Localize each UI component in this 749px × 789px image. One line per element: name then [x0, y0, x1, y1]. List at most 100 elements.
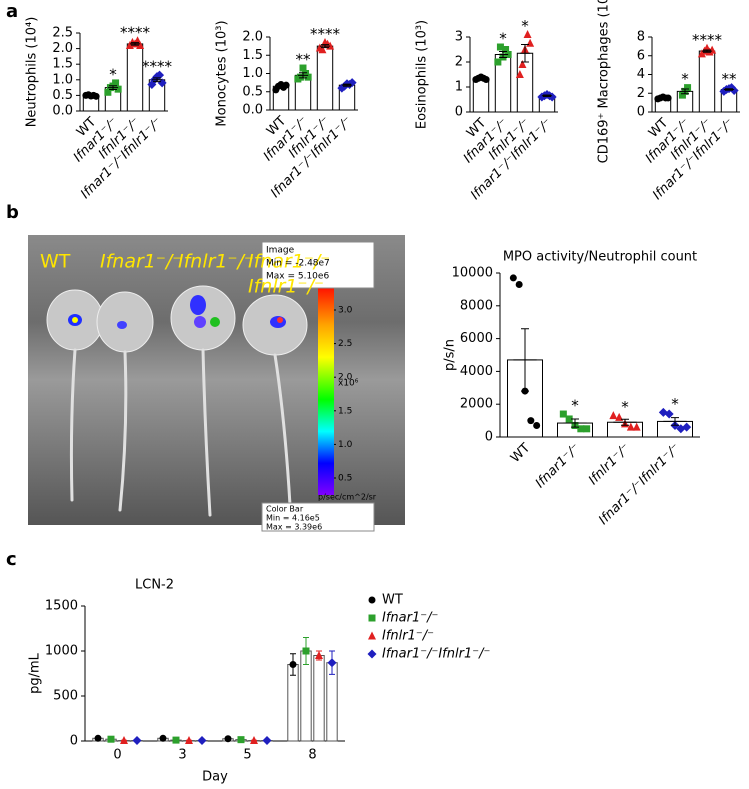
error-bar: [658, 97, 668, 98]
y-tick-label: 8: [637, 30, 645, 45]
significance: *: [499, 30, 507, 48]
significance: *: [621, 398, 629, 416]
legend-label: Ifnlr1⁻/⁻: [382, 629, 434, 644]
error-bar: [86, 95, 96, 96]
significance: ****: [692, 31, 723, 49]
y-axis-label: Eosinophils (10³): [415, 20, 430, 129]
colorbar-scale: x10⁶: [338, 379, 359, 389]
y-tick-label: 8000: [460, 298, 493, 313]
data-point: [95, 735, 102, 742]
data-point: [173, 737, 180, 744]
data-point: [583, 425, 590, 432]
y-tick-label: 1000: [45, 644, 78, 659]
significance: *: [109, 65, 117, 83]
panel-label: b: [6, 202, 19, 223]
y-tick-label: 2: [455, 55, 463, 70]
data-point: [263, 736, 272, 745]
y-tick-label: 0.5: [52, 88, 73, 103]
y-tick-label: 4: [637, 67, 645, 82]
y-tick-label: 2.5: [52, 26, 73, 41]
error-bar: [276, 85, 286, 87]
error-bar: [320, 45, 330, 48]
y-tick-label: 1.5: [52, 57, 73, 72]
significance: *: [671, 395, 679, 413]
error-bar: [130, 43, 140, 45]
x-axis-label: Day: [202, 770, 228, 785]
significance: ****: [120, 23, 151, 41]
colorbar-tick-label: 1.5: [338, 406, 352, 416]
colorbar-unit: p/sec/cm^2/sr: [318, 493, 377, 502]
y-tick-label: 500: [53, 689, 78, 704]
data-point: [368, 650, 377, 659]
y-tick-label: 1.0: [242, 66, 263, 81]
bar: [473, 78, 488, 112]
legend-label: Ifnar1⁻/⁻: [382, 611, 438, 626]
y-tick-label: 1.5: [242, 48, 263, 63]
data-point: [510, 274, 517, 281]
y-tick-label: 0: [485, 430, 493, 445]
y-tick-label: 2: [637, 86, 645, 101]
significance: ****: [142, 58, 173, 76]
y-tick-label: 0: [455, 105, 463, 120]
significance: **: [296, 51, 312, 69]
y-axis-label: p/s/n: [443, 339, 458, 371]
data-point: [533, 422, 540, 429]
image-label: WT: [40, 251, 71, 273]
y-tick-label: 0.0: [242, 103, 263, 118]
x-tick-label: WT: [508, 441, 533, 466]
y-axis-label: Neutrophils (10⁴): [25, 17, 40, 128]
y-tick-label: 10000: [452, 266, 493, 281]
image-info: Image: [266, 246, 295, 256]
image-label: Ifnlr1⁻/⁻: [178, 251, 254, 273]
data-point: [198, 736, 207, 745]
y-axis-label: Monocytes (10³): [215, 20, 230, 126]
chart-title: LCN-2: [135, 578, 174, 593]
data-point: [305, 74, 312, 81]
significance: ****: [310, 25, 341, 43]
error-bar: [702, 50, 712, 52]
y-tick-label: 3: [455, 30, 463, 45]
y-tick-label: 6000: [460, 331, 493, 346]
y-axis-label: pg/mL: [28, 652, 43, 694]
image-info: Max = 5.10e6: [266, 272, 329, 282]
data-point: [160, 735, 167, 742]
chart-title: MPO activity/Neutrophil count: [503, 250, 697, 265]
colorbar-tick-label: 1.0: [338, 440, 353, 450]
legend-label: WT: [382, 593, 403, 608]
x-tick-label: 0: [113, 748, 121, 763]
x-tick-label: Ifnlr1⁻/⁻: [586, 441, 633, 488]
y-tick-label: 1.0: [52, 72, 73, 87]
y-tick-label: 1: [455, 80, 463, 95]
data-point: [369, 597, 376, 604]
data-point: [526, 39, 534, 47]
y-tick-label: 0.0: [52, 104, 73, 119]
y-tick-label: 2.0: [52, 41, 73, 56]
panel-label: a: [6, 1, 18, 22]
significance: *: [681, 70, 689, 88]
y-tick-label: 0: [637, 105, 645, 120]
error-bar: [542, 95, 552, 97]
x-tick-label: 5: [243, 748, 251, 763]
y-tick-label: 0.5: [242, 84, 263, 99]
y-tick-label: 0: [70, 734, 78, 749]
data-point: [290, 661, 297, 668]
y-tick-label: 1500: [45, 599, 78, 614]
x-tick-label: 8: [308, 748, 316, 763]
data-point: [108, 736, 115, 743]
bar: [699, 51, 714, 112]
significance: *: [571, 397, 579, 415]
bar: [314, 656, 324, 742]
data-point: [303, 648, 310, 655]
panel-label: c: [6, 549, 17, 570]
y-axis-label: CD169⁺ Macrophages (10³): [597, 0, 612, 163]
colorbar-tick-label: 0.5: [338, 474, 352, 484]
error-bar: [724, 89, 734, 91]
data-point: [527, 417, 534, 424]
x-tick-label: 3: [178, 748, 186, 763]
legend-label: Ifnar1⁻/⁻Ifnlr1⁻/⁻: [382, 647, 490, 662]
error-bar: [476, 78, 486, 80]
x-tick-label: Ifnar1⁻/⁻: [533, 441, 583, 491]
y-tick-label: 6: [637, 48, 645, 63]
bar: [317, 46, 332, 110]
image-info: Min = -2.48e7: [266, 259, 330, 269]
